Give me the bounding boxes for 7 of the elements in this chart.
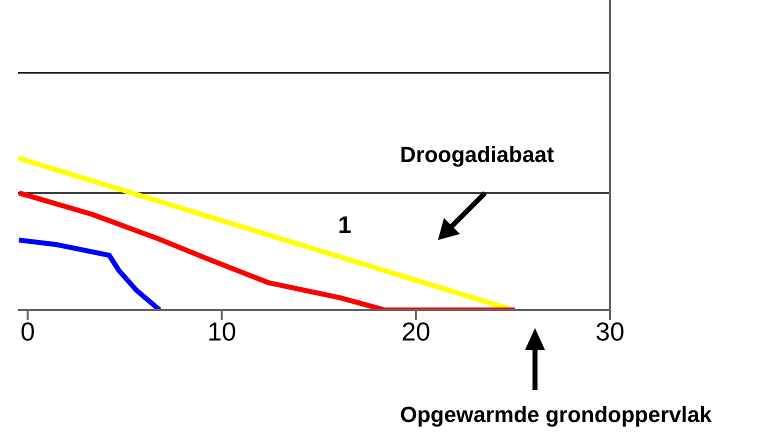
annotation: Droogadiabaat xyxy=(400,142,554,168)
x-tick-label: 0 xyxy=(20,316,35,346)
x-tick-label: 10 xyxy=(207,316,236,346)
text: Opgewarmde grondoppervlak xyxy=(400,402,712,428)
x-tick-label: 20 xyxy=(401,316,430,346)
x-tick-label: 30 xyxy=(596,316,624,346)
annotation: 1 xyxy=(338,212,352,240)
